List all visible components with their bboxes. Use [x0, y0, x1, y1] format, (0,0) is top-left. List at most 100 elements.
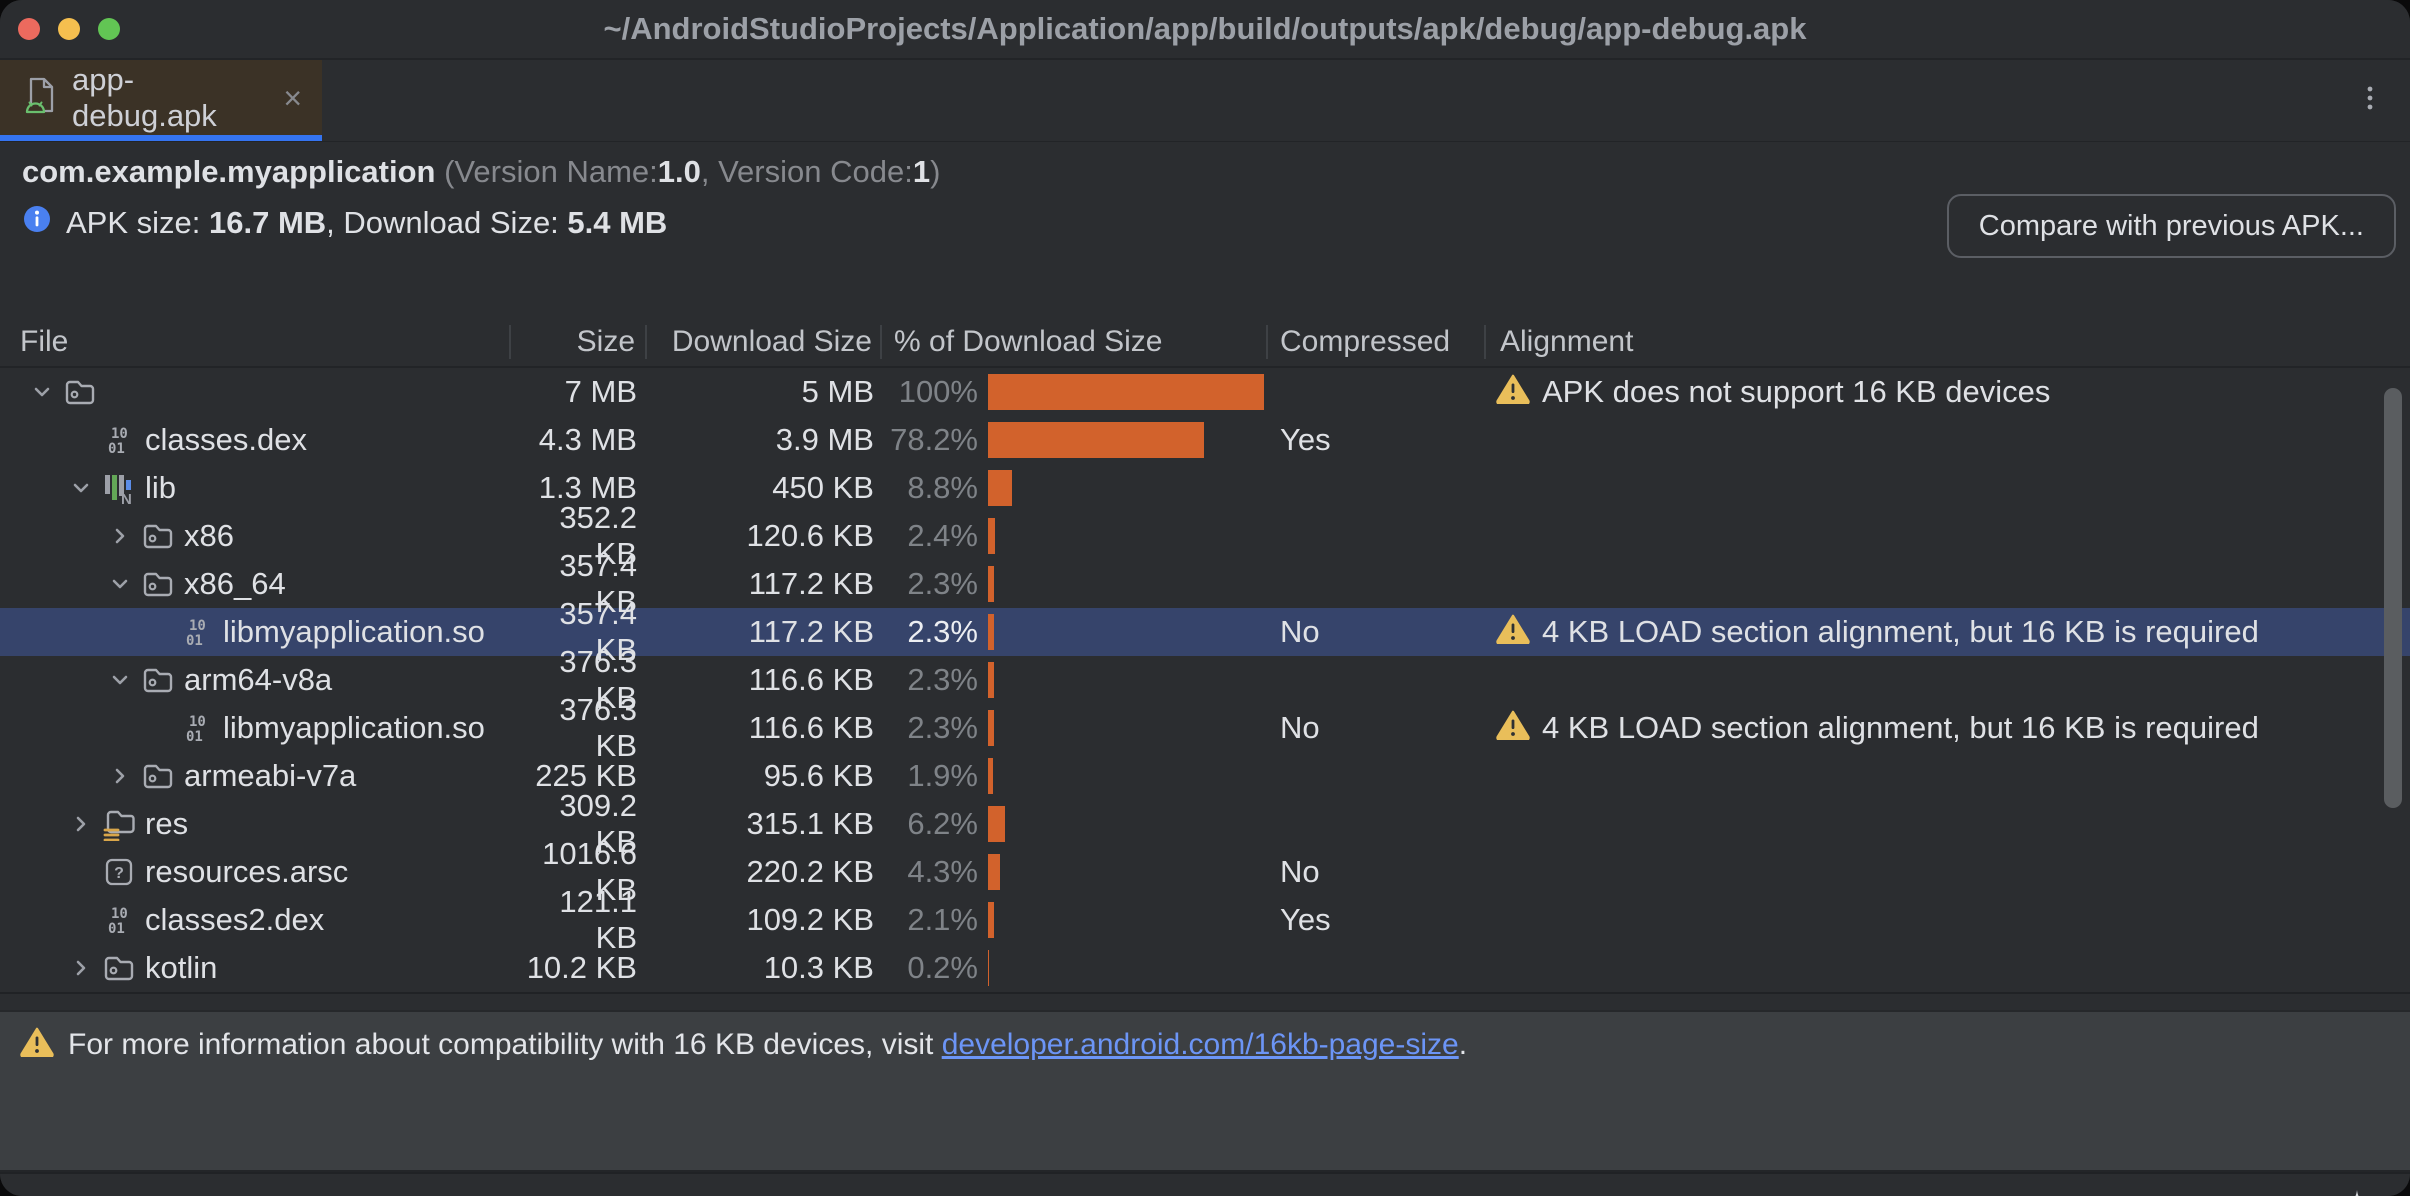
vertical-scrollbar[interactable]	[2384, 388, 2402, 808]
compare-with-previous-apk-button[interactable]: Compare with previous APK...	[1946, 194, 2396, 258]
folder-icon	[138, 664, 178, 696]
table-row[interactable]: 10 01 classes2.dex 121.1 KB 109.2 KB 2.1% Yes	[0, 884, 2410, 955]
pct-cell: 0.2%	[907, 950, 978, 985]
info-icon	[22, 204, 52, 242]
download-size-cell: 5 MB	[801, 374, 874, 409]
pct-bar-cell	[978, 902, 1268, 938]
res-folder-icon	[99, 807, 139, 841]
download-size-cell: 117.2 KB	[748, 566, 874, 601]
table-row[interactable]: kotlin 10.2 KB 10.3 KB 0.2%	[0, 944, 2410, 992]
file-cell: armeabi-v7a	[0, 758, 511, 794]
table-row[interactable]: 10 01 libmyapplication.so 357.4 KB 117.2 KB 2…	[0, 596, 2410, 667]
column-header-download-size[interactable]: Download Size	[647, 325, 882, 359]
close-window-button[interactable]	[18, 18, 40, 40]
svg-text:01: 01	[108, 921, 125, 937]
download-size-cell: 10.3 KB	[763, 950, 874, 985]
pct-bar-cell	[978, 422, 1268, 458]
file-name: x86	[184, 518, 234, 553]
folder-icon	[138, 520, 178, 552]
16kb-page-size-link[interactable]: developer.android.com/16kb-page-size	[941, 1028, 1459, 1061]
table-row[interactable]: ? resources.arsc 1016.6 KB 220.2 KB 4.3% No	[0, 836, 2410, 907]
chevron-right-icon[interactable]	[102, 523, 138, 549]
version-name-label: (Version Name:	[444, 154, 658, 189]
zoom-window-button[interactable]	[98, 18, 120, 40]
alignment-cell: APK does not support 16 KB devices	[1486, 373, 2410, 412]
file-cell: x86	[0, 518, 511, 554]
svg-text:?: ?	[114, 865, 124, 882]
file-name: lib	[145, 470, 177, 505]
download-size-cell: 116.6 KB	[748, 662, 874, 697]
size-cell: 225 KB	[535, 758, 637, 793]
chevron-right-icon[interactable]	[63, 811, 99, 837]
table-row[interactable]: arm64-v8a 376.3 KB 116.6 KB 2.3%	[0, 644, 2410, 715]
pct-bar	[988, 518, 995, 554]
chevron-right-icon[interactable]	[102, 763, 138, 789]
table-row[interactable]: res 309.2 KB 315.1 KB 6.2%	[0, 788, 2410, 859]
more-options-button[interactable]	[2356, 77, 2384, 124]
file-name: classes2.dex	[145, 902, 325, 937]
pct-cell: 2.3%	[907, 614, 978, 649]
compressed-cell: No	[1280, 854, 1320, 889]
table-row[interactable]: 10 01 libmyapplication.so 376.3 KB 116.6 KB 2…	[0, 692, 2410, 763]
size-cell: 7 MB	[564, 374, 637, 409]
svg-text:N: N	[121, 491, 132, 505]
chevron-down-icon[interactable]	[63, 475, 99, 501]
pct-bar	[988, 470, 1012, 506]
file-cell	[0, 376, 511, 408]
compressed-cell: No	[1280, 710, 1320, 745]
pct-bar	[988, 422, 1204, 458]
package-name: com.example.myapplication	[22, 154, 436, 189]
minimize-window-button[interactable]	[58, 18, 80, 40]
pct-cell: 1.9%	[907, 758, 978, 793]
table-row[interactable]: 7 MB 5 MB 100% APK does not support 16 KB d…	[0, 368, 2410, 416]
version-suffix: )	[930, 154, 941, 189]
file-name: arm64-v8a	[184, 662, 333, 697]
sparkle-icon[interactable]	[2340, 1188, 2374, 1196]
chevron-down-icon[interactable]	[102, 571, 138, 597]
alignment-cell: 4 KB LOAD section alignment, but 16 KB i…	[1486, 613, 2410, 652]
pct-cell: 2.3%	[907, 710, 978, 745]
pct-bar-cell	[978, 614, 1268, 650]
svg-text:01: 01	[186, 633, 203, 649]
svg-text:10: 10	[189, 618, 206, 634]
pct-bar	[988, 854, 1000, 890]
pct-bar-cell	[978, 662, 1268, 698]
pct-bar-cell	[978, 806, 1268, 842]
chevron-right-icon[interactable]	[63, 955, 99, 981]
warning-icon	[1496, 373, 1530, 412]
table-row[interactable]: x86 352.2 KB 120.6 KB 2.4%	[0, 500, 2410, 571]
window-title: ~/AndroidStudioProjects/Application/app/…	[603, 11, 1807, 46]
table-header: File Size Download Size % of Download Si…	[0, 318, 2410, 368]
pct-bar	[988, 710, 994, 746]
pct-bar	[988, 806, 1005, 842]
size-cell: 376.3 KB	[559, 644, 637, 715]
notice-text: For more information about compatibility…	[68, 1028, 1468, 1061]
column-header-file[interactable]: File	[0, 325, 511, 359]
tab-close-icon[interactable]: ×	[283, 79, 302, 116]
chevron-down-icon[interactable]	[24, 379, 60, 405]
pct-bar-cell	[978, 566, 1268, 602]
column-header-compressed[interactable]: Compressed	[1268, 325, 1486, 359]
svg-text:10: 10	[189, 714, 206, 730]
table-row[interactable]: 10 01 classes.dex 4.3 MB 3.9 MB 78.2% Yes	[0, 416, 2410, 464]
alignment-warning-text: 4 KB LOAD section alignment, but 16 KB i…	[1542, 614, 2259, 649]
version-code-value: 1	[912, 154, 931, 189]
dex-file-icon: 10 01	[99, 423, 139, 457]
download-size-cell: 116.6 KB	[748, 710, 874, 745]
tab-app-debug-apk[interactable]: app-debug.apk ×	[0, 60, 322, 141]
column-header-size[interactable]: Size	[511, 325, 647, 359]
chevron-down-icon[interactable]	[102, 667, 138, 693]
tab-label: app-debug.apk	[72, 61, 217, 133]
file-cell: 10 01 libmyapplication.so	[0, 614, 511, 650]
svg-text:01: 01	[108, 441, 125, 457]
size-cell: 1016.6 KB	[542, 836, 637, 907]
window-controls	[18, 18, 120, 40]
pct-bar	[988, 950, 989, 986]
column-header-pct-of-download[interactable]: % of Download Size	[882, 325, 1268, 359]
table-row[interactable]: x86_64 357.4 KB 117.2 KB 2.3%	[0, 548, 2410, 619]
pct-bar	[988, 614, 994, 650]
apk-size-text: APK size: 16.7 MB, Download Size: 5.4 MB	[66, 205, 668, 240]
column-header-alignment[interactable]: Alignment	[1500, 325, 1634, 358]
table-row[interactable]: armeabi-v7a 225 KB 95.6 KB 1.9%	[0, 752, 2410, 800]
